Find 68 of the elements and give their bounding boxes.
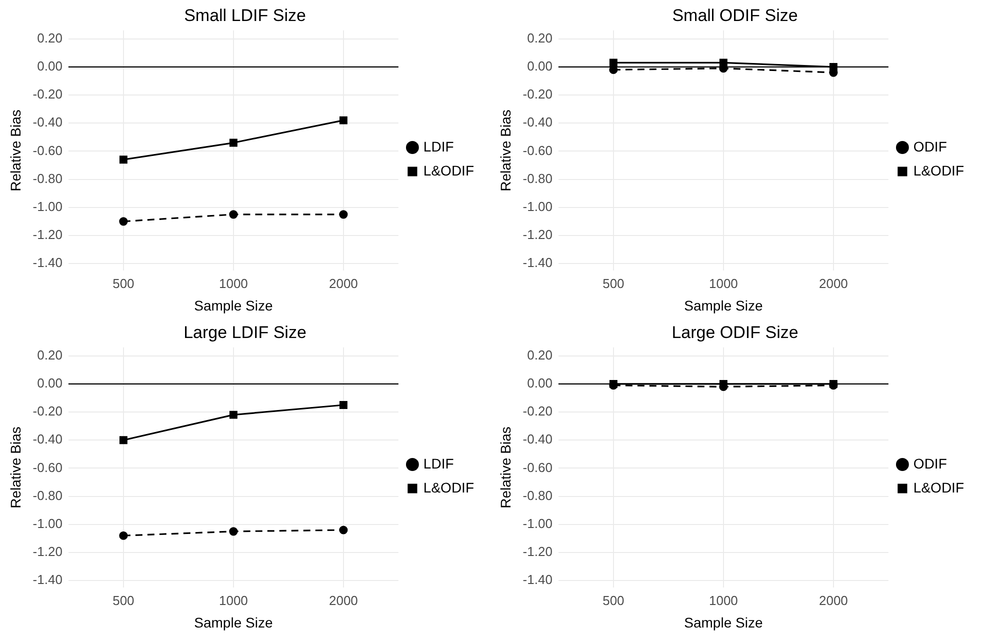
y-tick-label: -0.40: [32, 114, 62, 130]
y-tick-label: -1.40: [522, 572, 552, 588]
x-axis-title: Sample Size: [194, 297, 273, 314]
x-axis-title: Sample Size: [684, 297, 763, 314]
y-tick-label: -0.80: [522, 488, 552, 503]
y-axis-title: Relative Bias: [497, 426, 514, 508]
legend-label: L&ODIF: [913, 162, 964, 178]
y-tick-label: -1.40: [522, 255, 552, 270]
y-tick-label: -1.20: [32, 227, 62, 242]
y-tick-label: -0.40: [522, 432, 552, 447]
y-tick-label: -0.40: [522, 114, 552, 130]
y-tick-label: -1.20: [522, 544, 552, 560]
chart-title: Large ODIF Size: [672, 322, 798, 342]
y-tick-label: -1.40: [32, 572, 62, 588]
y-tick-label: -0.60: [32, 460, 62, 475]
y-tick-label: -0.20: [522, 404, 552, 419]
x-tick-label: 2000: [818, 276, 848, 291]
legend-label: ODIF: [913, 455, 947, 472]
y-tick-label: -0.40: [32, 432, 62, 447]
x-tick-label: 500: [112, 276, 134, 291]
y-tick-label: 0.00: [37, 376, 62, 390]
y-tick-label: 0.00: [37, 58, 62, 74]
y-tick-label: -0.80: [32, 170, 62, 186]
y-tick-label: -0.20: [522, 86, 552, 102]
legend-label: L&ODIF: [423, 162, 474, 178]
y-tick-label: 0.20: [37, 30, 62, 46]
y-tick-label: 0.20: [527, 347, 552, 362]
y-tick-label: -0.20: [32, 86, 62, 102]
y-tick-label: -0.80: [522, 170, 552, 186]
legend-label: LDIF: [423, 138, 454, 154]
y-tick-label: 0.20: [527, 30, 552, 46]
chart-title: Large LDIF Size: [184, 322, 306, 342]
y-tick-label: -0.80: [32, 488, 62, 503]
x-tick-label: 2000: [818, 592, 848, 608]
x-tick-label: 500: [112, 592, 134, 608]
x-tick-label: 2000: [328, 276, 358, 291]
y-tick-label: 0.00: [527, 58, 552, 74]
legend-label: LDIF: [423, 455, 454, 472]
y-tick-label: -1.40: [32, 255, 62, 270]
y-tick-label: -0.60: [522, 460, 552, 475]
y-tick-label: -0.60: [522, 142, 552, 158]
y-tick-label: -1.20: [522, 227, 552, 242]
x-axis-title: Sample Size: [194, 614, 273, 630]
x-tick-label: 1000: [218, 276, 248, 291]
legend-label: L&ODIF: [913, 479, 964, 496]
x-tick-label: 1000: [708, 592, 738, 608]
x-tick-label: 500: [602, 276, 624, 291]
x-tick-label: 2000: [328, 592, 358, 608]
y-tick-label: -1.20: [32, 544, 62, 560]
x-tick-label: 1000: [708, 276, 738, 291]
y-tick-label: -1.00: [32, 198, 62, 214]
y-tick-label: -1.00: [522, 516, 552, 531]
legend-label: L&ODIF: [423, 479, 474, 496]
chart-title: Small LDIF Size: [184, 6, 306, 25]
y-tick-label: 0.20: [37, 347, 62, 362]
y-tick-label: -0.20: [32, 404, 62, 419]
chart-title: Small ODIF Size: [672, 6, 798, 25]
legend-label: ODIF: [913, 138, 947, 154]
x-axis-title: Sample Size: [684, 614, 763, 630]
y-tick-label: -1.00: [32, 516, 62, 531]
y-tick-label: -0.60: [32, 142, 62, 158]
y-tick-label: 0.00: [527, 376, 552, 390]
x-tick-label: 1000: [218, 592, 248, 608]
y-tick-label: -1.00: [522, 198, 552, 214]
y-axis-title: Relative Bias: [497, 110, 514, 192]
y-axis-title: Relative Bias: [7, 110, 24, 192]
y-axis-title: Relative Bias: [7, 426, 24, 508]
x-tick-label: 500: [602, 592, 624, 608]
